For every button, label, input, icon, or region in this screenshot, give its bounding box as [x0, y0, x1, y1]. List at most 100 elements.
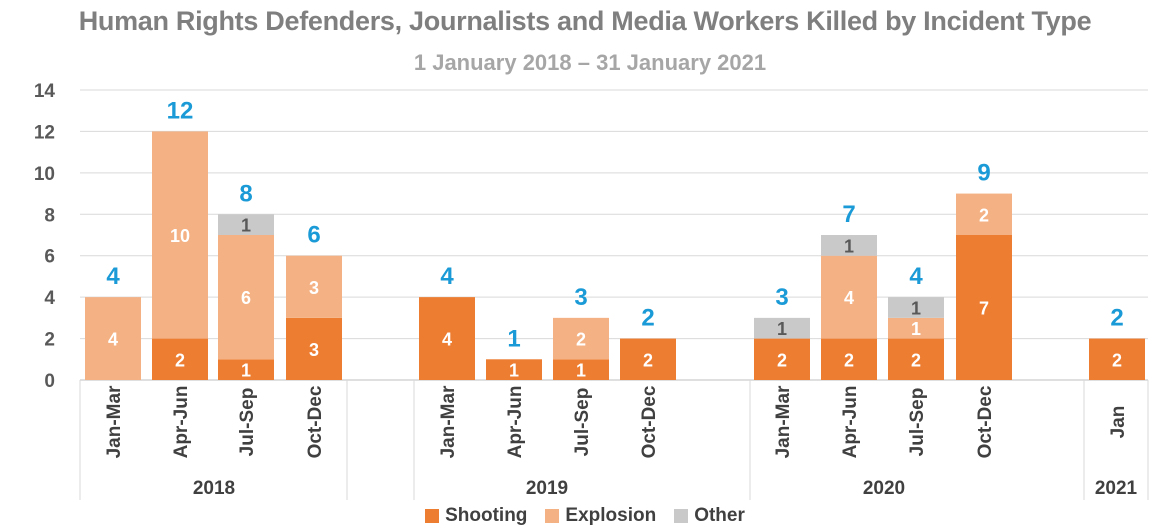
legend-item-explosion: Explosion: [545, 505, 656, 527]
segment-value-label: 2: [844, 350, 854, 370]
legend-swatch: [425, 509, 440, 523]
year-label: 2018: [193, 478, 235, 499]
category-label: Jan-Mar: [104, 385, 125, 458]
category-label: Apr-Jun: [840, 386, 861, 459]
year-label: 2019: [526, 478, 568, 499]
bar-segment-shooting: [419, 297, 475, 380]
bar-segment-other: [888, 297, 944, 318]
legend-label: Shooting: [445, 505, 528, 526]
segment-value-label: 1: [911, 299, 921, 319]
segment-value-label: 7: [979, 299, 989, 319]
total-value-label: 4: [106, 263, 120, 290]
legend-swatch: [674, 509, 689, 523]
segment-value-label: 1: [911, 319, 921, 339]
segment-value-label: 1: [509, 361, 519, 381]
category-label: Oct-Dec: [975, 385, 996, 458]
legend-label: Explosion: [565, 505, 657, 526]
segment-value-label: 4: [442, 330, 452, 350]
total-value-label: 1: [507, 325, 520, 352]
y-axis-ticks: 0 2 4 6 8 10 12 14: [34, 81, 56, 392]
segment-value-label: 10: [170, 226, 190, 246]
y-tick-label: 4: [44, 288, 55, 309]
bar-segment-explosion: [286, 255, 342, 318]
total-value-label: 2: [1110, 305, 1123, 332]
segment-value-label: 2: [777, 350, 787, 370]
bar-segment-explosion: [553, 317, 609, 360]
year-label: 2020: [863, 478, 905, 499]
bar-segment-shooting: [888, 338, 944, 380]
y-tick-label: 14: [34, 81, 56, 102]
segment-value-label: 1: [576, 361, 586, 381]
category-label: Oct-Dec: [305, 385, 326, 458]
legend-swatch: [545, 509, 560, 523]
legend-item-other: Other: [674, 505, 745, 527]
category-label: Jan: [1108, 406, 1129, 439]
bar-segment-other: [754, 317, 810, 339]
total-value-label: 9: [977, 160, 990, 187]
y-tick-label: 6: [44, 247, 55, 268]
chart-title: Human Rights Defenders, Journalists and …: [78, 6, 1092, 36]
segment-value-label: 2: [1112, 350, 1122, 370]
segment-value-label: 6: [241, 288, 251, 308]
category-label: Jan-Mar: [438, 385, 459, 458]
bar-segment-shooting: [152, 338, 208, 380]
segment-value-label: 3: [309, 340, 319, 360]
segment-value-label: 3: [309, 278, 319, 298]
total-value-label: 4: [440, 263, 454, 290]
category-label: Jan-Mar: [773, 385, 794, 458]
bar-segment-explosion: [821, 255, 877, 339]
category-label: Jul-Sep: [572, 388, 593, 457]
bar-segment-shooting: [1089, 338, 1145, 380]
bar-segment-shooting: [821, 338, 877, 380]
total-value-label: 8: [239, 180, 252, 207]
segment-value-label: 2: [175, 350, 185, 370]
total-value-label: 3: [574, 284, 587, 311]
legend: Shooting Explosion Other: [0, 505, 1170, 528]
bar-segment-explosion: [85, 297, 141, 380]
bar-segment-shooting: [286, 317, 342, 380]
y-tick-label: 8: [44, 205, 55, 226]
bar-segment-other: [218, 214, 274, 235]
bar-segment-explosion: [218, 235, 274, 360]
total-value-label: 12: [167, 97, 194, 124]
bar-segment-shooting: [754, 338, 810, 380]
bar-segment-shooting: [553, 359, 609, 380]
segment-value-label: 1: [241, 361, 251, 381]
year-label: 2021: [1095, 478, 1138, 499]
segment-value-label: 2: [643, 350, 653, 370]
bar-segment-shooting: [956, 235, 1012, 380]
segment-value-label: 1: [844, 236, 854, 256]
total-value-label: 2: [641, 305, 654, 332]
total-value-label: 7: [842, 201, 855, 228]
bar-segment-explosion: [956, 193, 1012, 235]
segment-value-label: 1: [777, 319, 787, 339]
category-label: Oct-Dec: [639, 385, 660, 458]
bar-segment-shooting: [486, 359, 542, 380]
bar-segment-explosion: [888, 317, 944, 339]
bar-segment-shooting: [218, 359, 274, 380]
category-label: Apr-Jun: [171, 386, 192, 459]
y-tick-label: 10: [34, 164, 55, 185]
bar-segment-shooting: [620, 338, 676, 380]
segment-value-label: 4: [844, 288, 854, 308]
segment-value-label: 2: [911, 350, 921, 370]
category-label: Apr-Jun: [505, 386, 526, 459]
category-axis: Jan-Mar Apr-Jun Jul-Sep Oct-Dec Jan-Mar Apr-J…: [79, 380, 1149, 500]
total-value-label: 6: [307, 222, 320, 249]
segment-value-label: 4: [108, 330, 118, 350]
y-tick-label: 12: [34, 122, 55, 143]
segment-value-label: 1: [241, 216, 251, 236]
legend-item-shooting: Shooting: [425, 505, 527, 527]
segment-value-label: 2: [979, 205, 989, 225]
segment-value-label: 2: [576, 330, 586, 350]
legend-label: Other: [694, 505, 745, 526]
category-label: Jul-Sep: [237, 388, 258, 457]
category-label: Jul-Sep: [907, 388, 928, 457]
total-value-label: 4: [909, 263, 923, 290]
chart-subtitle: 1 January 2018 – 31 January 2021: [413, 50, 767, 75]
y-tick-label: 0: [44, 371, 55, 392]
y-tick-label: 2: [44, 330, 55, 351]
bar-segment-explosion: [152, 131, 208, 339]
